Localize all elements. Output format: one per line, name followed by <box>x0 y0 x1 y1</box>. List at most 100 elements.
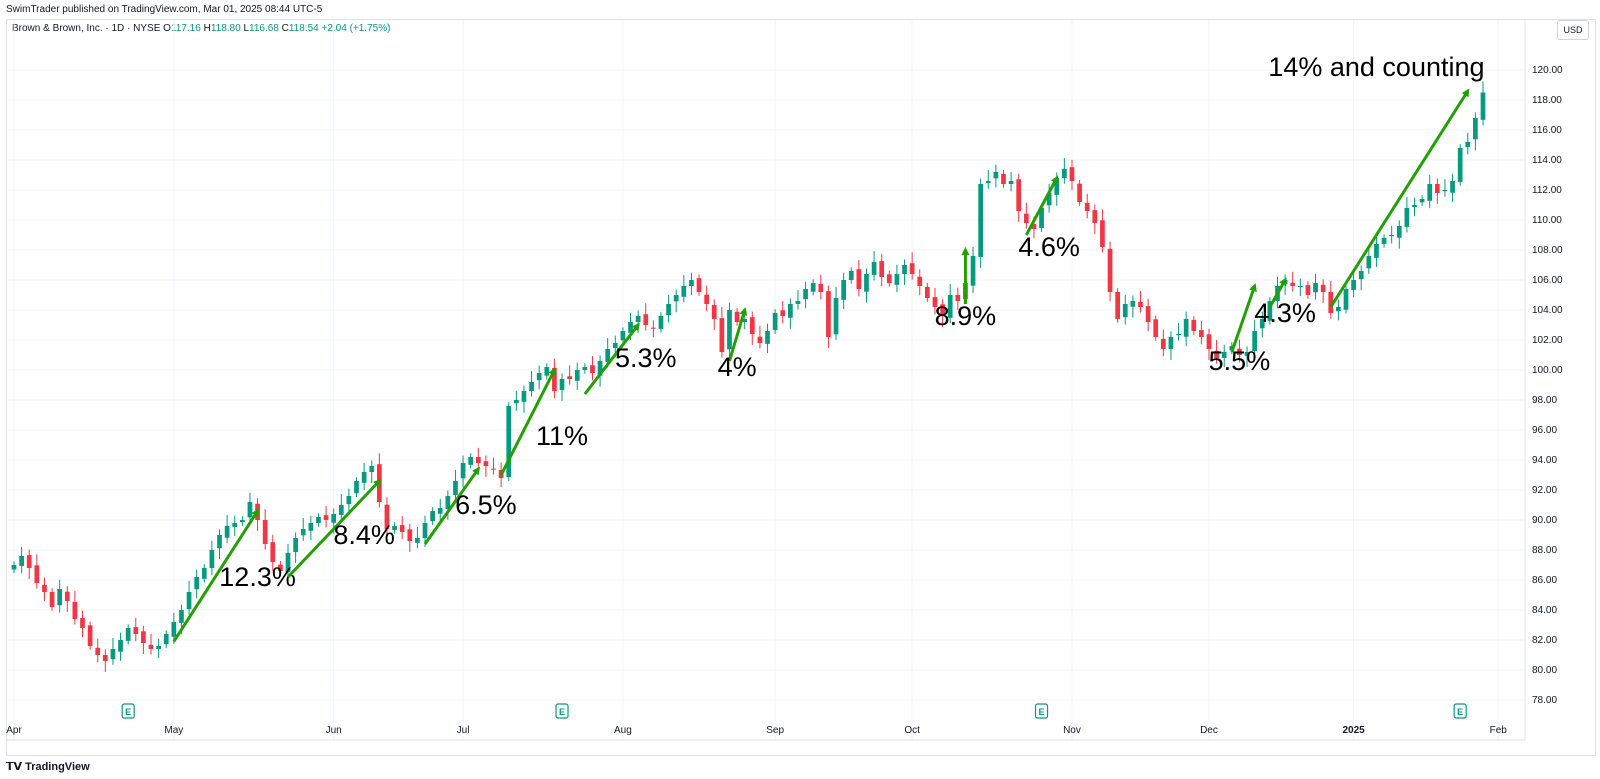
candle <box>864 268 869 303</box>
candle-body <box>26 555 32 568</box>
candle-body <box>270 542 276 562</box>
candle-body <box>346 496 352 505</box>
y-tick-label: 112.00 <box>1532 185 1562 196</box>
candle-body <box>217 535 222 549</box>
currency-button[interactable]: USD <box>1557 20 1589 40</box>
candle-body <box>148 644 154 649</box>
earnings-icon[interactable]: E <box>121 703 135 719</box>
open-value: 117.16 <box>170 23 201 34</box>
candle-body <box>1191 319 1197 331</box>
candle <box>1343 285 1349 314</box>
candle <box>841 272 847 309</box>
time-axis[interactable]: AprMayJunJulAugSepOctNovDec2025FebMar <box>6 725 1600 736</box>
candle <box>57 579 63 613</box>
price-axis[interactable]: 78.00 80.00 82.00 84.00 86.00 88.00 90.00 92.00… <box>6 20 1563 741</box>
candle <box>163 630 169 648</box>
candle-body <box>955 295 961 301</box>
candle-body <box>1358 271 1364 280</box>
candle-body <box>1092 210 1098 223</box>
earnings-icon[interactable]: E <box>555 703 569 719</box>
symbol-legend: Brown & Brown, Inc. · 1D · NYSE O117.16 … <box>12 23 390 34</box>
candle-body <box>460 463 466 479</box>
candle-body <box>1396 226 1402 238</box>
candle-body <box>300 529 306 536</box>
candle-body <box>171 622 177 637</box>
candle <box>1473 112 1478 151</box>
candle <box>118 632 123 661</box>
candle <box>1062 158 1067 184</box>
gain-annotation: 11% <box>499 367 588 476</box>
grid <box>8 20 1525 740</box>
candle-body <box>856 269 862 289</box>
candle <box>749 311 755 345</box>
candle <box>582 363 588 374</box>
candle <box>1206 328 1212 360</box>
candle-body <box>970 256 976 286</box>
candle <box>795 290 801 310</box>
y-tick-label: 106.00 <box>1532 275 1563 286</box>
x-tick-label: 2025 <box>1342 725 1365 736</box>
candle <box>278 560 283 575</box>
gain-annotation: 5.5% <box>1209 283 1270 376</box>
candle-body <box>118 640 123 652</box>
candle-body <box>331 514 337 523</box>
candle-body <box>354 481 359 494</box>
candle-body <box>232 523 238 527</box>
candle-body <box>42 584 47 592</box>
x-tick-label: Sep <box>766 725 784 736</box>
candle <box>209 540 215 576</box>
candle-body <box>1290 282 1296 286</box>
candle <box>1191 316 1197 335</box>
candle <box>925 283 930 302</box>
candle <box>1305 281 1311 299</box>
candle-body <box>1168 337 1174 349</box>
gain-arrow <box>172 508 260 643</box>
candle <box>491 457 496 475</box>
candle <box>559 373 565 402</box>
candle <box>856 260 862 297</box>
earnings-icon-frame <box>1034 703 1049 719</box>
candle <box>453 470 458 501</box>
gain-label: 4.6% <box>1018 232 1080 262</box>
gain-label: 4% <box>718 352 757 382</box>
earnings-icon[interactable]: E <box>1453 703 1467 719</box>
high-value: 118.80 <box>210 23 241 34</box>
candle-body <box>491 468 496 470</box>
earnings-icon[interactable]: E <box>1034 703 1049 719</box>
candle-body <box>1412 205 1417 208</box>
candle-body <box>483 461 489 466</box>
candle <box>536 365 542 390</box>
candle-body <box>757 336 763 343</box>
candle <box>475 447 481 471</box>
candle <box>468 453 474 469</box>
candle <box>1465 132 1471 155</box>
candle <box>125 624 131 645</box>
candle <box>902 259 907 285</box>
candle <box>810 279 816 296</box>
gain-arrow <box>1329 88 1470 308</box>
gain-annotation: 5.3% <box>583 322 677 395</box>
candle <box>1320 279 1326 303</box>
gain-annotation: 12.3% <box>172 508 296 643</box>
candle-body <box>947 295 953 318</box>
candle-body <box>316 517 321 523</box>
candle-body <box>734 311 740 322</box>
symbol-name: Brown & Brown, Inc. · 1D · NYSE <box>12 23 161 34</box>
candle-body <box>818 283 824 292</box>
y-tick-label: 78.00 <box>1532 695 1557 706</box>
candle <box>940 298 945 327</box>
candle-body <box>125 628 131 641</box>
candle <box>1221 344 1227 368</box>
candle-body <box>1001 173 1006 184</box>
y-tick-label: 100.00 <box>1532 365 1563 376</box>
candle-body <box>1183 319 1189 337</box>
candle <box>567 365 572 385</box>
gain-annotation: 6.5% <box>423 466 517 545</box>
candle-body <box>338 505 344 515</box>
candle-body <box>864 274 869 292</box>
gain-label: 6.5% <box>455 490 517 520</box>
candle <box>376 453 382 508</box>
candle-body <box>201 568 207 579</box>
y-tick-label: 114.00 <box>1532 155 1562 166</box>
